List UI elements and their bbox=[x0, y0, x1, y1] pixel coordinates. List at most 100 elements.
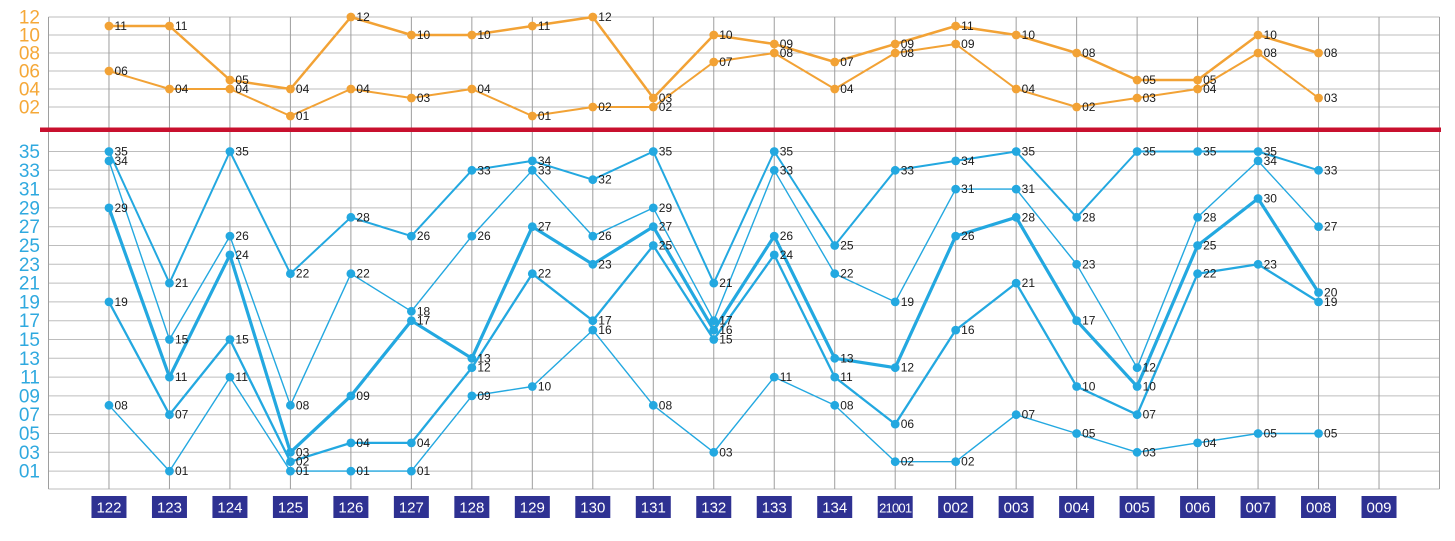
back-zone-axis-label: 12 bbox=[19, 8, 40, 29]
data-point-label: 04 bbox=[840, 82, 854, 96]
data-point bbox=[951, 457, 961, 467]
back-zone-axis-label: 10 bbox=[19, 26, 40, 47]
data-point bbox=[709, 278, 719, 288]
period-label: 127 bbox=[399, 500, 424, 517]
data-point-label: 10 bbox=[1143, 380, 1157, 394]
data-point-label: 10 bbox=[417, 28, 431, 42]
data-point bbox=[406, 306, 416, 316]
period-label: 126 bbox=[338, 500, 363, 517]
period-label-box bbox=[272, 496, 308, 518]
data-point bbox=[648, 203, 658, 213]
data-point bbox=[406, 231, 416, 241]
data-point bbox=[648, 147, 658, 156]
data-point-label: 19 bbox=[114, 295, 128, 309]
data-point bbox=[1253, 194, 1263, 203]
period-label-box bbox=[635, 496, 671, 518]
data-point bbox=[527, 21, 537, 31]
data-point bbox=[588, 316, 598, 326]
data-point bbox=[346, 438, 356, 448]
data-point-label: 05 bbox=[1143, 73, 1157, 87]
data-point-label: 22 bbox=[1203, 267, 1217, 281]
data-point bbox=[769, 39, 779, 49]
data-point-label: 26 bbox=[780, 229, 794, 243]
data-point bbox=[406, 316, 416, 326]
data-point-label: 05 bbox=[235, 73, 249, 87]
period-label-box bbox=[1119, 496, 1155, 518]
data-point-label: 03 bbox=[719, 445, 733, 459]
data-point-label: 15 bbox=[719, 333, 733, 347]
data-point bbox=[225, 75, 235, 85]
period-label-box bbox=[998, 496, 1034, 518]
zone-divider-line bbox=[40, 127, 1441, 132]
data-point-label: 04 bbox=[235, 82, 249, 96]
data-point bbox=[406, 438, 416, 448]
data-point bbox=[648, 102, 658, 112]
data-point-label: 24 bbox=[235, 248, 249, 262]
period-label-box bbox=[817, 496, 853, 518]
data-point-label: 25 bbox=[659, 239, 673, 253]
data-point-label: 03 bbox=[1143, 445, 1157, 459]
data-point-label: 11 bbox=[780, 370, 793, 384]
data-point bbox=[1132, 75, 1142, 85]
data-point-label: 33 bbox=[901, 163, 915, 177]
data-point bbox=[1314, 288, 1323, 297]
data-point-label: 27 bbox=[1324, 220, 1338, 234]
data-point bbox=[165, 21, 174, 31]
data-point-label: 35 bbox=[659, 145, 673, 159]
period-label: 131 bbox=[641, 500, 666, 517]
data-point-label: 11 bbox=[175, 19, 188, 33]
data-point bbox=[1132, 363, 1142, 373]
data-point bbox=[527, 382, 537, 391]
data-point bbox=[1132, 410, 1142, 420]
data-point bbox=[1011, 410, 1021, 420]
data-point-label: 34 bbox=[538, 154, 552, 168]
data-point-label: 23 bbox=[598, 257, 612, 271]
data-point bbox=[467, 353, 477, 363]
data-point bbox=[1193, 269, 1202, 279]
data-point bbox=[104, 297, 114, 307]
period-label-box bbox=[151, 496, 187, 518]
data-point bbox=[346, 84, 356, 94]
data-point bbox=[588, 102, 598, 112]
data-point-label: 01 bbox=[296, 109, 310, 123]
period-label: 130 bbox=[580, 500, 605, 517]
data-point bbox=[709, 325, 719, 335]
data-point-label: 09 bbox=[961, 37, 975, 51]
front-zone-axis-label: 21 bbox=[19, 274, 40, 295]
data-point-label: 12 bbox=[1143, 361, 1157, 375]
data-point bbox=[1253, 30, 1263, 40]
data-point bbox=[286, 447, 295, 457]
front-zone-axis-label: 05 bbox=[19, 424, 40, 445]
data-point bbox=[165, 410, 174, 420]
data-point-label: 03 bbox=[1143, 91, 1157, 105]
data-point-label: 02 bbox=[901, 455, 915, 469]
data-point bbox=[1072, 102, 1082, 112]
data-point bbox=[769, 372, 779, 382]
data-point-label: 35 bbox=[114, 145, 128, 159]
period-label-box bbox=[1361, 496, 1397, 518]
data-point bbox=[951, 21, 961, 31]
data-point bbox=[648, 400, 658, 410]
period-label-box bbox=[212, 496, 248, 518]
data-point bbox=[830, 372, 840, 382]
data-point-label: 25 bbox=[840, 239, 854, 253]
data-point-label: 31 bbox=[1022, 182, 1036, 196]
data-point-label: 10 bbox=[1022, 28, 1036, 42]
data-point bbox=[104, 147, 114, 156]
front-zone-axis-label: 27 bbox=[19, 217, 40, 238]
data-point bbox=[588, 231, 598, 241]
data-point-label: 01 bbox=[417, 464, 431, 478]
data-point bbox=[1011, 184, 1021, 194]
data-point bbox=[951, 325, 961, 335]
data-point bbox=[830, 400, 840, 410]
data-point-label: 16 bbox=[598, 323, 612, 337]
data-point-label: 02 bbox=[1082, 100, 1096, 114]
data-point bbox=[890, 297, 900, 307]
data-point bbox=[527, 165, 537, 175]
data-point bbox=[1193, 212, 1202, 222]
data-point bbox=[1253, 429, 1263, 438]
data-point bbox=[406, 30, 416, 40]
data-point bbox=[648, 93, 658, 103]
data-point bbox=[286, 457, 295, 467]
